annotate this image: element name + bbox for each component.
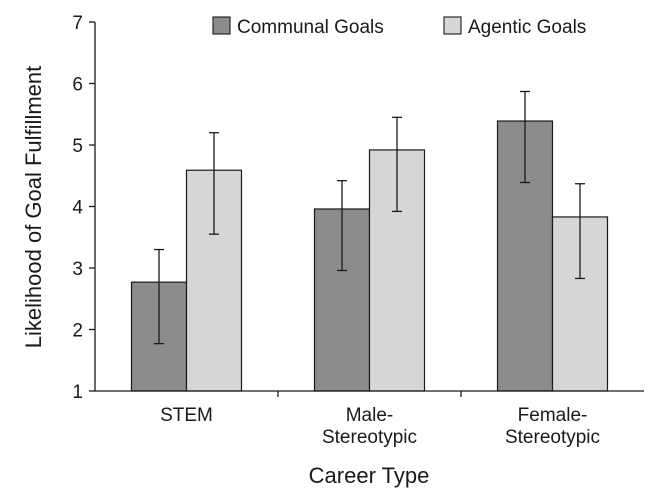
y-tick-label: 4 bbox=[72, 198, 83, 219]
y-tick-label: 3 bbox=[72, 259, 83, 280]
legend: Communal Goals Agentic Goals bbox=[212, 16, 586, 38]
category-label: Female- bbox=[518, 405, 588, 426]
category-label: Stereotypic bbox=[322, 427, 417, 448]
x-axis-title: Career Type bbox=[309, 463, 430, 488]
y-tick-label: 1 bbox=[72, 382, 83, 403]
legend-label: Agentic Goals bbox=[468, 17, 586, 38]
y-tick-label: 7 bbox=[72, 13, 83, 34]
error-bars bbox=[154, 90, 585, 345]
y-tick-label: 2 bbox=[72, 321, 83, 342]
bars bbox=[130, 120, 609, 392]
category-label: Male- bbox=[346, 405, 394, 426]
legend-swatch bbox=[212, 16, 231, 35]
legend-label: Communal Goals bbox=[237, 17, 384, 38]
category-label: STEM bbox=[160, 405, 213, 426]
y-tick-label: 6 bbox=[72, 75, 83, 96]
y-axis-ticks: 1 2 3 4 5 6 7 bbox=[72, 13, 95, 403]
legend-swatch bbox=[443, 16, 462, 35]
y-axis-title: Likelihood of Goal Fulfillment bbox=[21, 66, 46, 348]
category-label: Stereotypic bbox=[505, 427, 600, 448]
axes bbox=[94, 22, 644, 397]
y-tick-label: 5 bbox=[72, 136, 83, 157]
